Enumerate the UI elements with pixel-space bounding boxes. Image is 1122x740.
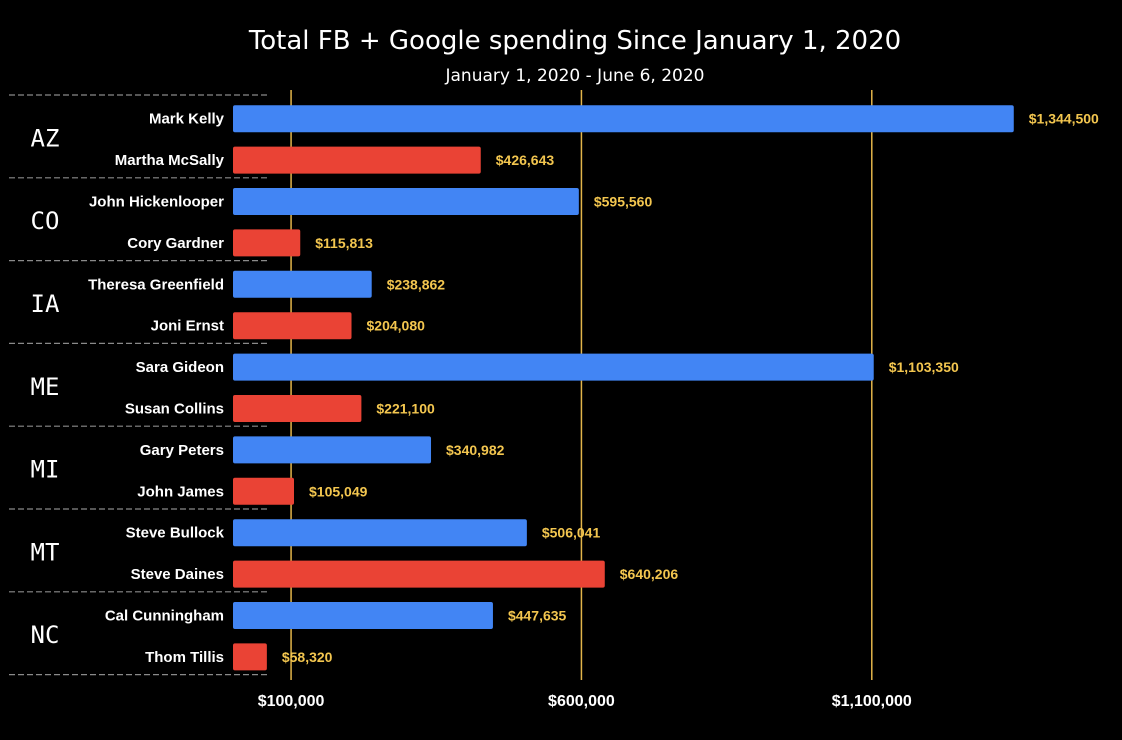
state-label: IA [31,290,60,318]
state-label: ME [31,373,60,401]
candidate-label: Steve Bullock [126,525,225,542]
value-label: $204,080 [367,318,426,334]
bar-republican [233,229,301,257]
value-label: $115,813 [315,235,373,251]
state-separators [9,94,268,676]
state-label: CO [31,207,60,235]
state-label: MI [31,456,60,484]
value-label: $238,862 [387,276,446,292]
candidate-label: Joni Ernst [151,318,224,335]
candidate-label: Steve Daines [131,566,224,583]
bar-republican [233,643,267,671]
bar-republican [233,146,481,174]
bar-republican [233,312,352,340]
value-label: $447,635 [508,608,567,624]
candidate-label: Sara Gideon [136,359,224,376]
candidate-label: John Hickenlooper [89,194,224,211]
bar-democrat [233,602,493,629]
chart-title: Total FB + Google spending Since January… [248,26,901,56]
bar-republican [233,395,362,422]
bar-democrat [233,188,579,215]
state-label: NC [31,621,60,649]
bar-democrat [233,519,527,547]
labels: AZ Mark Kelly $1,344,500 Martha McSally $426… [31,111,1100,666]
candidate-label: Thom Tillis [145,649,224,666]
bar-republican [233,560,605,588]
bar-republican [233,477,295,505]
bar-democrat [233,270,372,298]
candidate-label: John James [137,483,224,500]
value-label: $1,103,350 [889,359,959,375]
value-label: $340,982 [446,442,505,458]
gridlines [290,90,873,680]
value-label: $506,041 [542,525,601,541]
candidate-label: Martha McSally [115,152,225,169]
x-tick-label: $100,000 [258,693,325,710]
value-label: $58,320 [282,649,333,665]
candidate-label: Mark Kelly [149,111,225,128]
bar-democrat [233,353,874,381]
x-tick-label: $1,100,000 [832,693,912,710]
candidate-label: Theresa Greenfield [88,276,224,293]
candidate-label: Cal Cunningham [105,608,224,625]
candidate-label: Cory Gardner [127,235,224,252]
state-label: AZ [31,124,60,152]
value-label: $595,560 [594,194,653,210]
x-axis-ticks: $100,000 $600,000 $1,100,000 [258,693,912,710]
state-label: MT [31,538,60,566]
value-label: $640,206 [620,566,679,582]
bar-democrat [233,105,1014,133]
bars [233,105,1014,671]
value-label: $1,344,500 [1029,111,1099,127]
value-label: $105,049 [309,483,368,499]
chart-subtitle: January 1, 2020 - June 6, 2020 [445,66,705,86]
value-label: $426,643 [496,152,555,168]
value-label: $221,100 [376,401,435,417]
candidate-label: Susan Collins [125,401,224,418]
bar-democrat [233,436,432,464]
x-tick-label: $600,000 [548,693,615,710]
candidate-label: Gary Peters [140,442,224,459]
